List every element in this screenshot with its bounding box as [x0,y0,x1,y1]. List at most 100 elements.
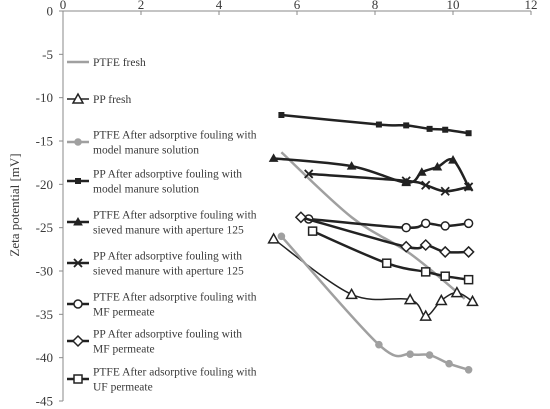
data-point [448,155,458,164]
x-tick-label: 0 [60,0,67,12]
legend-label: model manure solution [93,184,199,196]
legend-label: MF permeate [93,307,155,319]
legend-label: PTFE After adsorptive fouling with [93,292,257,304]
series-2 [267,232,479,321]
data-point [420,218,431,229]
data-point [440,271,450,281]
data-point [381,258,392,268]
legend-item: PP After adsorptive fouling with sieved m… [67,251,244,278]
data-point [463,218,474,229]
legend-label: sieved manure with aperture 125 [93,225,244,237]
data-point [401,222,411,233]
legend-item: PTFE After adsorptive fouling with MF per… [67,292,257,319]
x-tick-label: 8 [372,0,379,12]
data-point [73,216,83,226]
legend-label: PTFE fresh [93,57,146,69]
data-point [278,112,285,118]
legend-label: PP After adsorptive fouling with [93,329,242,341]
legend-item: PP fresh [67,92,131,106]
data-point [73,374,83,384]
data-point [466,294,479,307]
data-point [307,226,318,236]
legend-label: MF permeate [93,344,155,356]
y-tick-label: -30 [36,264,53,279]
legend-item: PTFE fresh [67,57,146,69]
data-point [421,180,431,190]
data-point [73,299,83,309]
legend-item: PTFE After adsorptive fouling with model … [67,130,257,157]
series-line [281,113,469,135]
x-tick-label: 10 [447,0,460,12]
data-point [346,161,357,170]
x-tick-label: 4 [216,0,223,12]
data-point [450,286,464,298]
y-tick-label: -5 [42,47,53,62]
data-point [416,167,427,176]
y-tick-label: -25 [36,220,53,235]
data-point [268,153,279,162]
data-point [440,221,450,231]
data-point [375,340,383,349]
legend-label: PP fresh [93,94,131,106]
legend-item: PP After adsorptive fouling with model ma… [67,169,242,196]
data-point [442,126,449,133]
data-point [445,359,453,368]
data-point [463,182,474,192]
legend-item: PP After adsorptive fouling with MF perme… [67,329,242,356]
legend-label: PTFE After adsorptive fouling with [93,130,257,142]
series-5 [268,153,474,191]
x-tick-label: 2 [138,0,145,12]
y-tick-label: -10 [36,90,53,105]
legend-label: model manure solution [93,145,199,157]
data-point [435,293,448,306]
data-point [400,240,413,253]
data-point [425,351,434,359]
series-line [280,151,466,300]
data-point [465,130,472,137]
data-point [71,92,85,104]
legend-label: PP After adsorptive fouling with [93,169,242,181]
data-point [406,350,414,359]
legend-item: PTFE After adsorptive fouling with sieved… [67,210,257,237]
data-point [462,245,475,258]
legend-label: PTFE After adsorptive fouling with [93,210,257,222]
data-point [71,334,85,348]
y-tick-label: -45 [36,394,53,409]
series-4 [278,112,472,137]
data-point [403,122,410,129]
data-point [73,258,83,268]
data-point [432,161,443,171]
series-1 [280,151,466,300]
data-point [401,176,411,186]
data-point [420,267,431,277]
x-tick-label: 6 [294,0,301,12]
legend-label: PTFE After adsorptive fouling with [93,367,257,379]
data-point [74,138,82,146]
y-tick-label: 0 [47,4,54,19]
data-point [419,238,432,252]
data-point [426,125,433,132]
axes: 0 2 4 6 8 10 12 0 -5 -10 -15 -20 -25 -30 -35 -40 -45 [36,0,538,409]
y-tick-label: -35 [36,307,53,322]
legend-label: sieved manure with aperture 125 [93,266,244,278]
data-point [304,169,314,179]
series-6 [304,169,474,196]
series-9 [307,226,474,285]
data-point [375,121,382,128]
data-point [267,232,280,244]
data-point [75,178,81,184]
series-8 [294,211,475,258]
y-axis-title: Zeta potential [mV] [7,153,22,256]
x-tick-label: 12 [525,0,538,12]
data-point [277,232,286,241]
y-tick-label: -15 [36,134,53,149]
y-tick-label: -40 [36,350,53,365]
data-point [419,309,432,321]
legend-label: UF permeate [93,382,153,394]
data-point [439,245,452,258]
y-tick-label: -20 [36,177,53,192]
legend-item: PTFE After adsorptive fouling with UF per… [67,367,257,394]
legend: PTFE fresh PP fresh PTFE After adsorptive … [67,57,257,394]
data-point [294,211,307,224]
